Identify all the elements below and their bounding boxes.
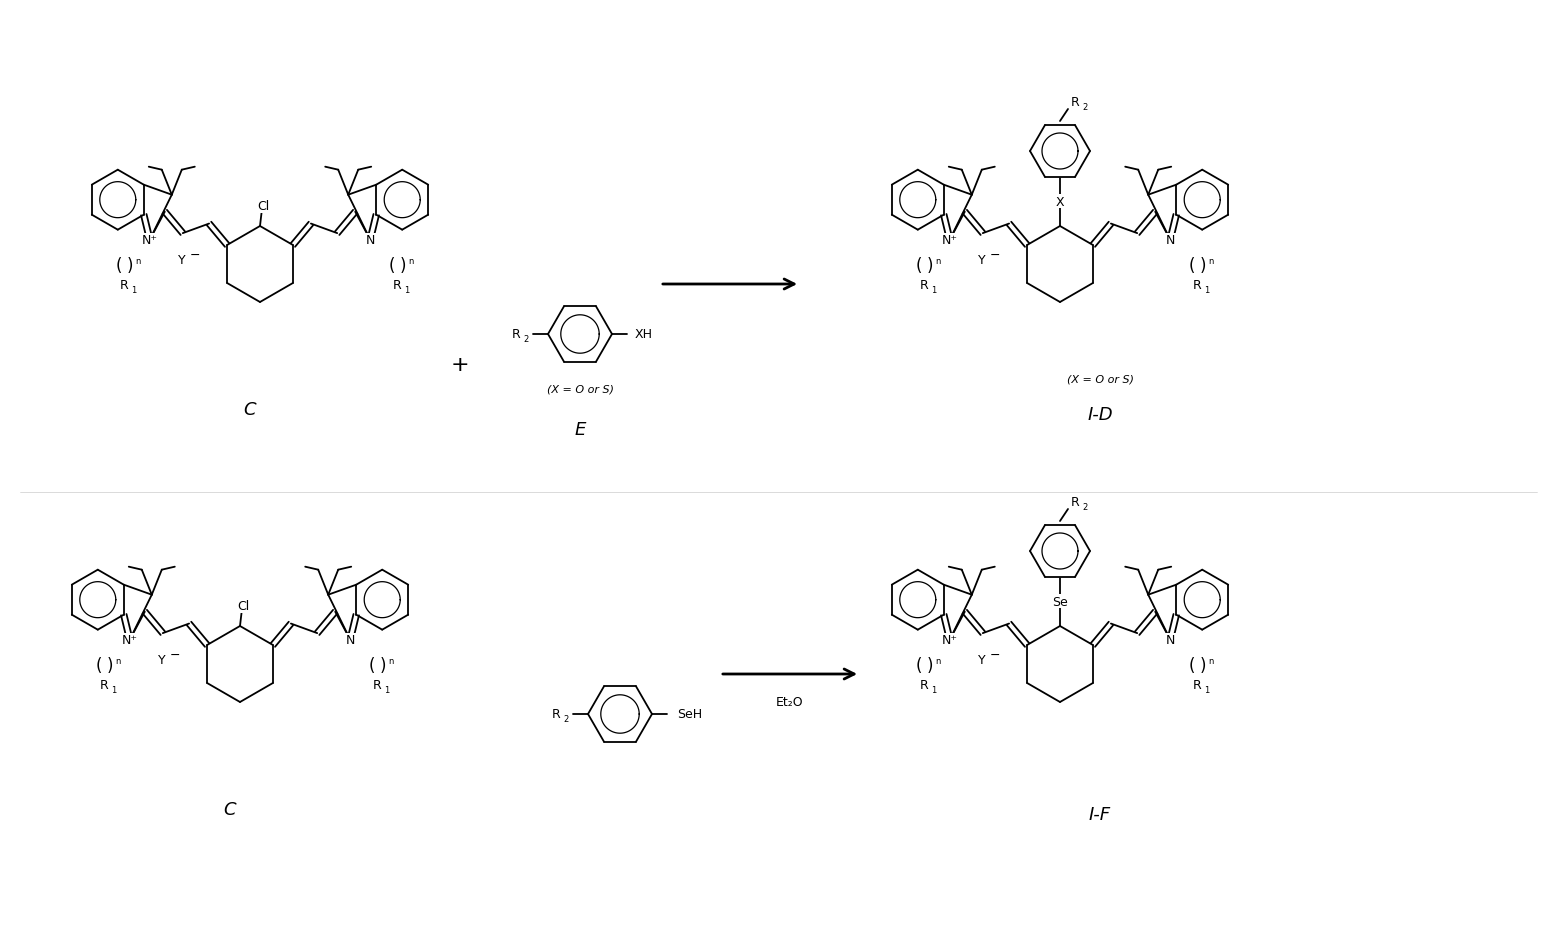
Text: R: R [100, 679, 107, 691]
Text: n: n [389, 656, 394, 666]
Text: N: N [366, 234, 375, 247]
Text: SeH: SeH [677, 708, 702, 720]
Text: R: R [372, 679, 381, 691]
Text: ): ) [926, 257, 933, 275]
Text: ): ) [106, 656, 114, 674]
Text: R: R [551, 708, 561, 720]
Text: 1: 1 [131, 286, 137, 295]
Text: N: N [346, 633, 355, 647]
Text: (: ( [1190, 656, 1196, 674]
Text: (: ( [916, 656, 922, 674]
Text: 1: 1 [385, 685, 389, 695]
Text: R: R [1193, 679, 1202, 691]
Text: 1: 1 [405, 286, 409, 295]
Text: E: E [575, 421, 585, 439]
Text: n: n [936, 656, 940, 666]
Text: (: ( [95, 656, 101, 674]
Text: R: R [1071, 495, 1079, 508]
Text: ): ) [400, 257, 406, 275]
Text: n: n [115, 656, 120, 666]
Text: (: ( [115, 257, 121, 275]
Text: Y: Y [177, 254, 185, 267]
Text: 1: 1 [1205, 286, 1210, 295]
Text: Et₂O: Et₂O [777, 696, 803, 709]
Text: R: R [120, 278, 128, 292]
Text: I-D: I-D [1087, 406, 1113, 424]
Text: n: n [135, 257, 140, 266]
Text: n: n [936, 257, 940, 266]
Text: (X = O or S): (X = O or S) [1067, 375, 1133, 384]
Text: 1: 1 [111, 685, 117, 695]
Text: Se: Se [1053, 595, 1068, 608]
Text: C: C [244, 400, 257, 418]
Text: (X = O or S): (X = O or S) [547, 384, 613, 395]
Text: 1: 1 [931, 286, 936, 295]
Text: R: R [920, 679, 928, 691]
Text: 2: 2 [564, 715, 568, 724]
Text: R: R [512, 329, 520, 341]
Text: −: − [990, 649, 1000, 662]
Text: −: − [190, 249, 199, 261]
Text: R: R [920, 278, 928, 292]
Text: Y: Y [157, 653, 165, 666]
Text: N: N [1166, 633, 1176, 647]
Text: n: n [1208, 257, 1214, 266]
Text: N⁺: N⁺ [942, 234, 958, 247]
Text: Y: Y [978, 653, 986, 666]
Text: (: ( [916, 257, 922, 275]
Text: N: N [1166, 234, 1176, 247]
Text: XH: XH [635, 329, 652, 341]
Text: 2: 2 [1082, 102, 1088, 111]
Text: ): ) [126, 257, 132, 275]
Text: Y: Y [978, 254, 986, 267]
Text: −: − [990, 249, 1000, 261]
Text: N⁺: N⁺ [142, 234, 157, 247]
Text: X: X [1056, 195, 1065, 209]
Text: R: R [392, 278, 402, 292]
Text: 1: 1 [1205, 685, 1210, 695]
Text: ): ) [380, 656, 386, 674]
Text: Cl: Cl [237, 599, 249, 613]
Text: (: ( [389, 257, 395, 275]
Text: Cl: Cl [257, 200, 269, 213]
Text: 2: 2 [523, 335, 529, 345]
Text: ): ) [1200, 656, 1207, 674]
Text: (: ( [1190, 257, 1196, 275]
Text: ): ) [1200, 257, 1207, 275]
Text: n: n [1208, 656, 1214, 666]
Text: N⁺: N⁺ [942, 633, 958, 647]
Text: n: n [408, 257, 414, 266]
Text: R: R [1071, 95, 1079, 109]
Text: ): ) [926, 656, 933, 674]
Text: +: + [450, 355, 469, 375]
Text: R: R [1193, 278, 1202, 292]
Text: (: ( [369, 656, 375, 674]
Text: 1: 1 [931, 685, 936, 695]
Text: N⁺: N⁺ [121, 633, 137, 647]
Text: I-F: I-F [1088, 805, 1112, 823]
Text: 2: 2 [1082, 502, 1088, 511]
Text: C: C [224, 801, 237, 818]
Text: −: − [170, 649, 181, 662]
